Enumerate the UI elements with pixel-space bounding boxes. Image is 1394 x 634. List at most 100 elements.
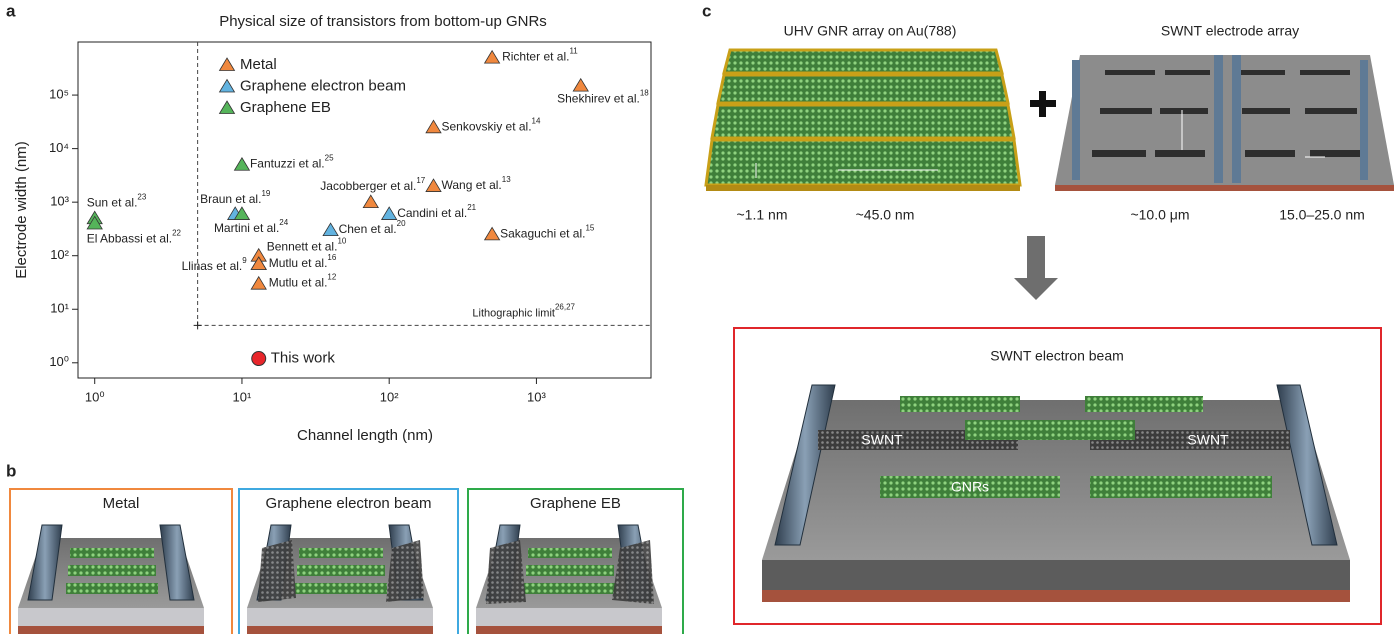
- point-label: Fantuzzi et al.25: [250, 154, 334, 171]
- dimension-label: ~45.0 nm: [856, 207, 915, 223]
- triangle-marker: [426, 179, 441, 192]
- point-label: Bennett et al.10: [267, 237, 347, 254]
- legend-label: Graphene electron beam: [240, 77, 406, 94]
- triangle-marker: [485, 51, 500, 64]
- label-text: Mutlu et al.: [269, 276, 328, 290]
- reference: 25: [325, 154, 334, 163]
- device-label: SWNT: [861, 432, 903, 448]
- triangle-marker: [251, 277, 266, 290]
- reference: 13: [502, 175, 511, 184]
- reference: 9: [242, 256, 247, 265]
- label-text: Mutlu et al.: [269, 256, 328, 270]
- reference: 20: [397, 219, 406, 228]
- reference: 21: [467, 203, 476, 212]
- legend-marker: [220, 58, 235, 71]
- y-tick-label: 10¹: [50, 301, 69, 316]
- point-label: El Abbassi et al.22: [87, 229, 182, 246]
- label-text: Chen et al.: [339, 222, 397, 236]
- reference: 15: [585, 224, 594, 233]
- device-illustration: [18, 525, 204, 634]
- label-text: Shekhirev et al.: [557, 92, 640, 106]
- label-text: Llinas et al.: [182, 259, 243, 273]
- device-label: SWNT: [1187, 432, 1229, 448]
- label-text: Bennett et al.: [267, 240, 338, 254]
- figure: a b c Physical size of transistors from …: [0, 0, 1394, 634]
- gnr-array: [706, 50, 1020, 191]
- label-text: Jacobberger et al.: [320, 179, 416, 193]
- reference: 10: [337, 237, 346, 246]
- reference: 19: [261, 189, 270, 198]
- reference: 11: [569, 47, 578, 56]
- x-tick-label: 10³: [527, 389, 546, 404]
- point-label: Mutlu et al.16: [269, 253, 337, 270]
- electrode-array: [1055, 55, 1394, 191]
- label-text: El Abbassi et al.: [87, 232, 172, 246]
- box-title: Graphene EB: [530, 495, 621, 512]
- point-label: Jacobberger et al.17: [320, 176, 426, 193]
- label-text: Lithographic limit: [472, 307, 555, 319]
- point-label: Chen et al.20: [339, 219, 406, 236]
- y-tick-label: 10⁵: [49, 87, 69, 102]
- point-label: Mutlu et al.12: [269, 273, 337, 290]
- y-tick-label: 10²: [50, 247, 69, 262]
- point-label: Braun et al.19: [200, 189, 271, 206]
- triangle-marker: [323, 223, 338, 236]
- x-tick-label: 10¹: [233, 389, 252, 404]
- y-tick-label: 10⁴: [49, 140, 69, 155]
- this-work-marker: [252, 352, 266, 366]
- triangle-marker: [363, 195, 378, 208]
- point-label: Lithographic limit26,27: [472, 302, 575, 319]
- panel-label: c: [702, 1, 711, 20]
- x-tick-label: 10⁰: [85, 389, 105, 404]
- label-text: Sakaguchi et al.: [500, 227, 585, 241]
- x-axis-label: Channel length (nm): [297, 427, 433, 444]
- reference: 16: [327, 253, 336, 262]
- point-label: Martini et al.24: [214, 218, 289, 235]
- reference: 24: [279, 218, 288, 227]
- reference: 18: [640, 89, 649, 98]
- reference: 22: [172, 229, 181, 238]
- label-text: Fantuzzi et al.: [250, 157, 325, 171]
- dimension-label: ~10.0 μm: [1130, 207, 1189, 223]
- device-title: SWNT electron beam: [990, 348, 1124, 364]
- point-label: Sakaguchi et al.15: [500, 224, 595, 241]
- point-label: Shekhirev et al.18: [557, 89, 649, 106]
- down-arrow: [1014, 236, 1058, 300]
- triangle-marker: [426, 120, 441, 133]
- plus-sign: [1030, 91, 1056, 117]
- electrode-array-title: SWNT electrode array: [1161, 23, 1299, 39]
- device-label: GNRs: [951, 479, 989, 495]
- box-title: Graphene electron beam: [266, 495, 432, 512]
- point-label: Candini et al.21: [397, 203, 476, 220]
- legend-marker: [220, 101, 235, 114]
- triangle-marker: [573, 79, 588, 92]
- y-tick-label: 10³: [50, 194, 69, 209]
- reference: 17: [416, 176, 425, 185]
- point-label: Llinas et al.9: [182, 256, 248, 273]
- dimension-label: ~1.1 nm: [737, 207, 788, 223]
- triangle-marker: [382, 207, 397, 220]
- reference: 12: [327, 273, 336, 282]
- point-label: Sun et al.23: [87, 192, 147, 209]
- panel-label: b: [6, 461, 16, 480]
- box-title: Metal: [103, 495, 140, 512]
- device-illustration: [762, 385, 1350, 602]
- legend-marker: [220, 80, 235, 93]
- this-work-label: This work: [271, 350, 336, 367]
- legend-label: Metal: [240, 56, 277, 73]
- panel-c: UHV GNR array on Au(788) SWNT electrode …: [706, 23, 1394, 624]
- reference: 26,27: [555, 302, 576, 311]
- label-text: Sun et al.: [87, 195, 138, 209]
- x-tick-label: 10²: [380, 389, 399, 404]
- point-label: Senkovskiy et al.14: [442, 116, 541, 133]
- scatter-chart: Physical size of transistors from bottom…: [13, 13, 651, 444]
- dimension-label: 15.0–25.0 nm: [1279, 207, 1365, 223]
- y-tick-label: 10⁰: [49, 354, 69, 369]
- reference: 23: [137, 192, 146, 201]
- label-text: Senkovskiy et al.: [442, 119, 532, 133]
- label-text: Martini et al.: [214, 221, 279, 235]
- limit-corner: [194, 321, 202, 329]
- legend-label: Graphene EB: [240, 99, 331, 116]
- chart-title: Physical size of transistors from bottom…: [219, 13, 547, 30]
- panel-label: a: [6, 1, 16, 20]
